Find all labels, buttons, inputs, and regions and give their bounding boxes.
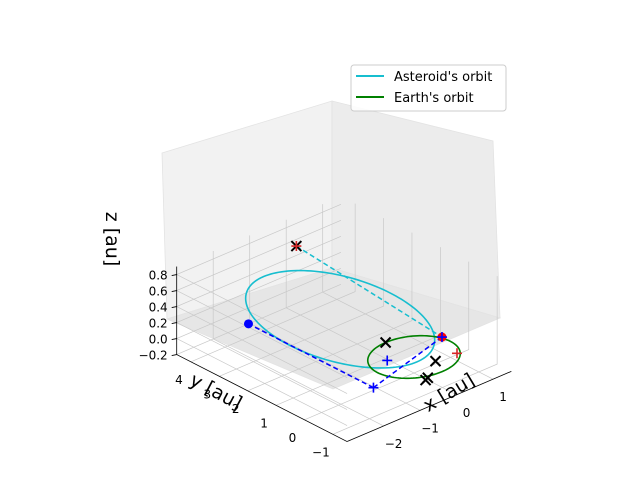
y-tick-label: 4 (175, 373, 183, 387)
earth-marker-cross (419, 374, 432, 386)
grid-line-y (332, 276, 498, 435)
y-tick-label: −1 (312, 445, 330, 459)
x-tick-label: −1 (421, 421, 439, 435)
x-tick-label: 0 (463, 406, 471, 420)
earth-marker-cross (429, 355, 442, 367)
grid-line-y (304, 261, 470, 421)
z-tick-mark (171, 322, 177, 324)
z-tick-label: 0.4 (149, 301, 168, 315)
x-tick-label: −2 (385, 437, 403, 451)
dashed-connector-line (295, 245, 443, 338)
y-tick-label: 1 (260, 416, 268, 430)
legend-label-asteroid: Asteroid's orbit (394, 70, 492, 85)
z-tick-label: 0.0 (149, 333, 168, 347)
legend: Asteroid's orbit Earth's orbit (350, 64, 507, 112)
earth-marker-cross (379, 336, 392, 349)
z-tick-label: 0.2 (149, 317, 168, 331)
z-tick-mark (171, 290, 177, 292)
series-lines (244, 245, 462, 389)
markers (243, 240, 462, 393)
y-tick-label: 3 (203, 387, 211, 401)
y-tick-label: 2 (232, 402, 240, 416)
asteroid-marker-dot (243, 319, 253, 329)
tick-labels: −0.2 0.0 0.2 0.4 0.6 0.8 4 3 2 1 0 −1 −2 −1 0 1 (139, 269, 507, 460)
earth-marker-plus (382, 355, 393, 366)
z-tick-label: −0.2 (139, 349, 168, 363)
earth-marker-plus (368, 382, 379, 393)
asteroid-marker-plus (291, 241, 302, 252)
grid-line-y (247, 232, 413, 392)
y-tick-label: 0 (289, 431, 297, 445)
z-tick-label: 0.8 (149, 269, 168, 283)
x-axis-line (346, 370, 512, 442)
dashed-connector-line (373, 336, 443, 389)
z-tick-mark (171, 354, 177, 356)
axes (171, 266, 512, 442)
z-tick-label: 0.6 (149, 285, 168, 299)
z-tick-mark (171, 338, 177, 340)
grid-line-y (190, 203, 356, 363)
earth-orbit-line (366, 334, 462, 380)
floor-pane (165, 267, 502, 390)
z-tick-mark (171, 274, 177, 276)
z-axis-label: z [au] (101, 212, 123, 267)
y-axis-label: y [au] (186, 369, 246, 415)
x-tick-label: 1 (499, 390, 507, 404)
earth-marker-plus (451, 348, 462, 359)
z-tick-mark (171, 306, 177, 308)
legend-frame (350, 64, 507, 112)
dashed-connector-line (248, 323, 374, 389)
legend-label-earth: Earth's orbit (394, 91, 474, 106)
grid-line-y (219, 218, 384, 377)
y-axis-line (176, 354, 348, 442)
earth-marker-plus (436, 332, 447, 343)
